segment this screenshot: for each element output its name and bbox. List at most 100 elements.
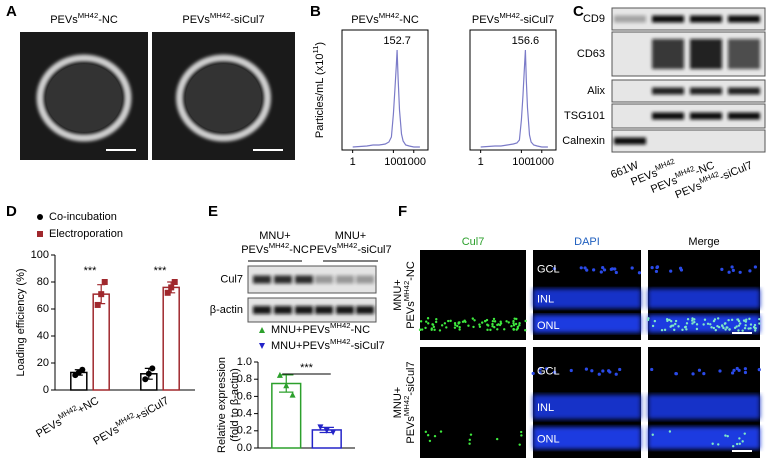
cul7-dot — [712, 326, 716, 330]
cul7-dot — [499, 322, 503, 325]
lane-label: PEVsMH42-siCul7 — [672, 156, 754, 201]
cul7-dot — [686, 318, 690, 321]
cul7-dot — [741, 440, 744, 443]
x-tick-label: 1 — [478, 156, 484, 168]
image-title: PEVsMH42-NC — [50, 11, 118, 26]
data-point — [79, 366, 86, 373]
dapi-gcl — [720, 267, 724, 271]
legend-label-part: MH42 — [330, 321, 351, 330]
cul7-dot — [743, 432, 746, 435]
cul7-dot — [668, 318, 671, 322]
legend-label-part: MNU+PEVs — [271, 324, 330, 336]
data-point — [168, 284, 175, 291]
row-label: PEVsMH42-NC — [402, 261, 417, 329]
cul7-dot — [743, 326, 747, 330]
dapi-gcl — [544, 367, 549, 371]
cul7-dot — [722, 326, 725, 330]
cul7-dot — [435, 318, 438, 321]
cul7-dot — [514, 322, 518, 326]
cul7-dot — [733, 326, 737, 330]
layer-label: INL — [537, 402, 554, 414]
cul7-dot — [449, 319, 452, 323]
panel-letter: F — [398, 203, 407, 220]
y-axis-label: (fold to β-actin) — [229, 368, 241, 442]
cul7-dot — [419, 328, 422, 331]
group-label-part: PEVs — [309, 244, 337, 256]
legend-marker — [259, 343, 265, 349]
chart-title: PEVsMH42-NC — [351, 11, 419, 26]
chart-title-part: MH42 — [499, 11, 520, 20]
band — [614, 15, 646, 23]
chart-title-part: PEVs — [351, 14, 379, 26]
image-title: PEVsMH42-siCul7 — [182, 11, 264, 26]
cul7-dot — [512, 327, 515, 331]
dapi-gcl — [599, 270, 603, 274]
band — [690, 87, 722, 95]
y-axis-label-part: Particles/mL (x10 — [314, 54, 326, 139]
cul7-dot — [433, 434, 437, 438]
cul7-dot — [673, 328, 676, 332]
data-point — [283, 382, 290, 389]
band — [253, 306, 271, 314]
cul7-dot — [730, 318, 734, 322]
cul7-dot — [703, 318, 707, 321]
data-point — [101, 279, 108, 285]
cul7-dot — [440, 324, 444, 327]
dapi-gcl — [579, 266, 583, 270]
cul7-dot — [457, 322, 460, 325]
legend-label: Co-incubation — [49, 211, 117, 223]
y-tick-label: 80 — [37, 276, 49, 288]
cul7-dot — [747, 327, 750, 330]
x-tick-label: 100 — [512, 156, 530, 168]
cul7-dot — [468, 438, 472, 442]
chart-title-part: -siCul7 — [520, 14, 554, 26]
band-label: Calnexin — [562, 135, 605, 147]
cul7-dot — [717, 443, 720, 446]
group-label-part: -NC — [289, 244, 309, 256]
group-label: PEVsMH42-siCul7 — [309, 241, 391, 256]
cul7-dot — [428, 439, 432, 443]
y-tick-label: 0 — [43, 384, 49, 396]
y-tick-label: 1.0 — [237, 356, 252, 368]
dapi-gcl — [697, 368, 702, 372]
x-tick-label: PEVsMH42+NC — [32, 392, 101, 441]
data-point — [276, 371, 283, 378]
cul7-dot — [492, 317, 496, 321]
image-title-part: -NC — [98, 14, 118, 26]
cul7-dot — [695, 323, 699, 326]
row-label-part: MH42 — [402, 281, 411, 302]
chart-title-part: PEVs — [472, 14, 500, 26]
cul7-dot — [493, 326, 496, 329]
cul7-dot — [497, 323, 500, 326]
cul7-dot — [742, 319, 746, 322]
band — [295, 306, 313, 314]
cul7-dot — [512, 322, 515, 325]
dapi-onl — [533, 314, 641, 333]
cul7-dot — [456, 324, 459, 328]
panel-letter: A — [6, 3, 17, 20]
cul7-dot — [724, 434, 727, 437]
cul7-dot — [493, 320, 497, 323]
data-point — [317, 424, 324, 431]
band — [336, 306, 354, 314]
dapi-gcl — [748, 269, 752, 273]
dapi-gcl — [654, 269, 659, 274]
bar — [162, 286, 180, 391]
cul7-dot — [666, 318, 669, 321]
dapi-gcl — [614, 270, 618, 275]
cul7-dot — [709, 323, 712, 326]
dapi-gcl — [602, 268, 607, 272]
cul7-dot — [516, 325, 520, 329]
layer-label: INL — [537, 293, 554, 305]
cul7-dot — [518, 443, 521, 446]
cul7-dot — [424, 430, 428, 434]
data-point — [98, 291, 105, 298]
group-label: MNU+ — [335, 230, 366, 242]
dapi-gcl — [650, 367, 654, 372]
cul7-dot — [426, 434, 430, 437]
vesicle-core — [185, 64, 262, 132]
band-label: CD63 — [577, 48, 605, 60]
y-tick-label: 0.8 — [237, 373, 252, 385]
cul7-dot — [646, 318, 650, 322]
cul7-dot — [461, 320, 465, 323]
